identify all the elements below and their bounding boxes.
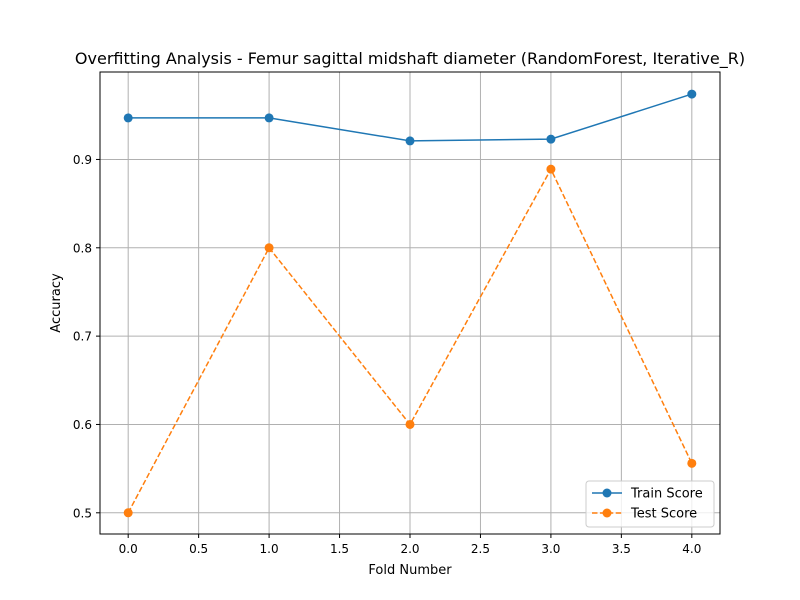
y-tick-label: 0.7: [73, 330, 92, 344]
x-tick-label: 3.5: [612, 542, 631, 556]
data-point-train-score: [687, 89, 697, 99]
y-axis: 0.5 0.6 0.7 0.8 0.9: [73, 153, 100, 520]
y-tick-label: 0.6: [73, 418, 92, 432]
legend-marker-train-score: [602, 488, 612, 498]
data-point-train-score: [264, 113, 274, 123]
data-point-train-score: [546, 134, 556, 144]
y-tick-label: 0.9: [73, 153, 92, 167]
x-tick-label: 2.5: [471, 542, 490, 556]
x-tick-label: 0.0: [119, 542, 138, 556]
x-tick-label: 2.0: [400, 542, 419, 556]
x-tick-label: 3.0: [541, 542, 560, 556]
x-axis: 0.0 0.5 1.0 1.5 2.0 2.5 3.0 3.5 4.0: [119, 534, 701, 556]
data-point-train-score: [123, 113, 133, 123]
x-axis-label: Fold Number: [368, 563, 452, 578]
data-point-test-score: [264, 243, 274, 253]
x-tick-label: 0.5: [189, 542, 208, 556]
chart-title: Overfitting Analysis - Femur sagittal mi…: [75, 49, 745, 69]
data-point-train-score: [405, 136, 415, 146]
y-axis-label: Accuracy: [49, 273, 64, 333]
data-point-test-score: [687, 458, 697, 468]
x-tick-label: 1.5: [330, 542, 349, 556]
x-tick-label: 1.0: [260, 542, 279, 556]
legend-label-test-score: Test Score: [630, 507, 697, 522]
legend-marker-test-score: [602, 508, 612, 518]
y-tick-label: 0.8: [73, 241, 92, 255]
data-point-test-score: [405, 419, 415, 429]
legend-label-train-score: Train Score: [630, 487, 703, 502]
data-point-test-score: [546, 164, 556, 174]
legend: Train Score Test Score: [585, 480, 715, 528]
x-tick-label: 4.0: [682, 542, 701, 556]
y-tick-label: 0.5: [73, 506, 92, 520]
data-point-test-score: [123, 508, 133, 518]
series-layer: [123, 89, 697, 518]
